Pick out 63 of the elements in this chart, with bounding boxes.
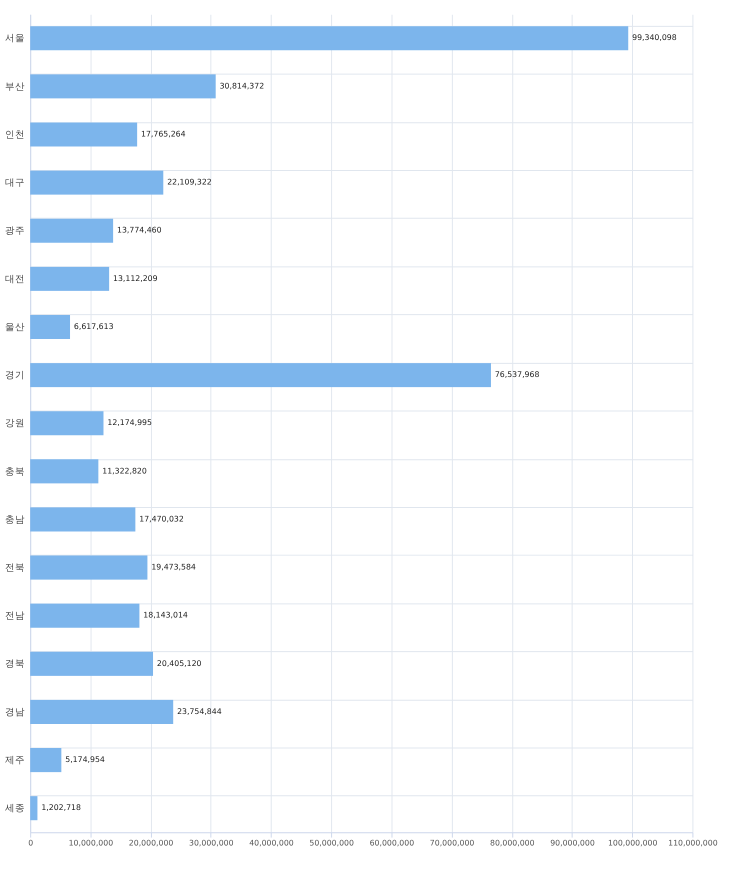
y-tick-label: 세종 xyxy=(4,803,25,814)
x-tick-label: 60,000,000 xyxy=(370,838,414,848)
bar xyxy=(30,170,164,195)
bar xyxy=(30,122,138,147)
y-tick-label: 경남 xyxy=(4,706,25,718)
bar xyxy=(30,411,104,436)
data-label: 76,537,968 xyxy=(494,370,540,380)
bar xyxy=(30,74,216,98)
x-tick-label: 0 xyxy=(28,838,34,848)
data-label: 17,470,032 xyxy=(139,514,184,524)
bar xyxy=(30,700,174,724)
data-label: 19,473,584 xyxy=(151,562,196,572)
bar xyxy=(30,363,491,388)
data-label: 6,617,613 xyxy=(74,322,114,331)
bar xyxy=(30,266,110,291)
data-label: 20,405,120 xyxy=(156,658,202,668)
x-tick-label: 20,000,000 xyxy=(128,838,174,848)
y-tick-label: 제주 xyxy=(4,754,25,766)
y-tick-label: 서울 xyxy=(4,33,25,44)
y-tick-label: 울산 xyxy=(4,322,25,333)
y-tick-label: 충북 xyxy=(4,466,25,478)
bar xyxy=(30,748,62,772)
data-label: 1,202,718 xyxy=(41,803,81,812)
bar xyxy=(30,796,38,820)
data-label: 22,109,322 xyxy=(167,178,212,187)
y-tick-label: 경북 xyxy=(4,658,25,670)
data-label: 30,814,372 xyxy=(220,81,264,90)
data-label: 17,765,264 xyxy=(141,129,186,138)
x-tick-label: 90,000,000 xyxy=(550,838,595,848)
bar xyxy=(30,652,154,676)
data-label: 12,174,995 xyxy=(107,418,152,428)
bar xyxy=(30,314,70,340)
data-label: 18,143,014 xyxy=(143,610,188,620)
x-tick-label: 80,000,000 xyxy=(490,838,535,848)
y-tick-label: 대전 xyxy=(4,274,25,285)
data-label: 99,340,098 xyxy=(632,33,677,42)
y-tick-label: 대구 xyxy=(4,178,25,189)
bar xyxy=(30,556,148,580)
y-tick-label: 인천 xyxy=(4,129,25,140)
y-tick-label: 부산 xyxy=(4,81,25,92)
bar xyxy=(30,218,114,243)
bar xyxy=(30,507,136,532)
y-tick-label: 충남 xyxy=(4,514,25,526)
x-tick-label: 30,000,000 xyxy=(189,838,234,848)
data-label: 5,174,954 xyxy=(65,755,105,764)
x-tick-label: 10,000,000 xyxy=(68,838,114,848)
x-tick-label: 100,000,000 xyxy=(608,838,658,848)
y-tick-label: 광주 xyxy=(4,226,25,237)
y-tick-label: 전남 xyxy=(4,610,25,622)
data-label: 23,754,844 xyxy=(177,706,222,716)
bar xyxy=(30,459,98,484)
data-label: 13,774,460 xyxy=(117,226,162,235)
x-tick-label: 70,000,000 xyxy=(430,838,474,848)
data-label: 13,112,209 xyxy=(113,274,158,283)
bar xyxy=(30,26,628,50)
y-tick-label: 전북 xyxy=(4,562,25,574)
x-tick-label: 50,000,000 xyxy=(309,838,354,848)
y-tick-label: 경기 xyxy=(4,370,25,382)
x-tick-label: 40,000,000 xyxy=(249,838,294,848)
data-label: 11,322,820 xyxy=(102,466,147,476)
x-tick-label: 110,000,000 xyxy=(668,838,718,848)
y-tick-label: 강원 xyxy=(4,418,25,430)
bar xyxy=(30,604,140,628)
